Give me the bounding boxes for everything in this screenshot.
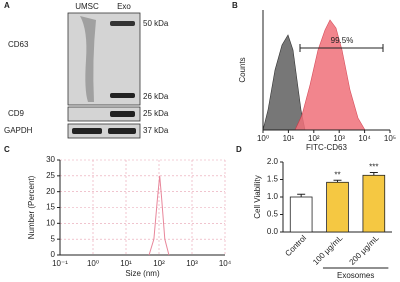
x-tick-label: 10⁻¹ <box>52 259 68 268</box>
bar <box>326 181 349 233</box>
x-tick-label: 10⁰ <box>87 259 99 268</box>
gate-percent: 99.5% <box>331 36 354 45</box>
y-axis-label: Counts <box>238 57 247 82</box>
panel-label: C <box>4 145 10 154</box>
x-tick-label: 10¹ <box>283 134 295 143</box>
y-tick-label: 5 <box>51 234 56 243</box>
x-axis-label: Size (nm) <box>125 269 160 278</box>
western-blot: UMSC Exo CD63 CD9 GAPDH 50 kDa 26 kDa 25… <box>4 2 169 139</box>
marker-label: 25 kDa <box>143 109 169 118</box>
x-tick-label: Control <box>283 233 308 258</box>
x-tick-label: 10⁵ <box>384 134 396 143</box>
error-bar <box>369 172 378 176</box>
lane-label: Exo <box>117 2 131 11</box>
x-tick-label: 10⁴ <box>219 259 232 268</box>
axis <box>282 162 392 233</box>
axis <box>59 160 225 256</box>
blot-membrane <box>67 106 141 122</box>
lane-label: UMSC <box>75 2 99 11</box>
marker-label: 37 kDa <box>143 126 169 135</box>
blot-membrane <box>67 12 141 106</box>
x-tick-label: 10² <box>308 134 320 143</box>
blot-membrane <box>67 123 141 139</box>
protein-label: GAPDH <box>4 126 33 135</box>
significance: *** <box>369 163 378 172</box>
protein-label: CD9 <box>8 109 25 118</box>
y-axis-label: Cell Viability <box>253 175 262 218</box>
y-tick-label: 10 <box>46 218 55 227</box>
group-label: Exosomes <box>337 271 374 280</box>
blot-band <box>110 21 135 26</box>
panel-label: B <box>232 1 238 10</box>
panel-label: A <box>4 1 10 10</box>
x-axis-label: FITC-CD63 <box>306 143 347 152</box>
isotype-histogram <box>262 34 306 131</box>
bar <box>289 196 313 233</box>
y-tick-label: 30 <box>46 155 55 164</box>
x-tick-label: 10¹ <box>120 259 132 268</box>
x-tick-label: 10³ <box>333 134 345 143</box>
significance: ** <box>334 170 340 179</box>
cd63-histogram <box>294 19 366 131</box>
gate-bracket <box>299 44 384 52</box>
panel-label: D <box>236 145 242 154</box>
bar <box>362 174 386 233</box>
protein-label: CD63 <box>8 40 29 49</box>
blot-band <box>108 128 136 134</box>
y-tick-label: 20 <box>46 187 55 196</box>
x-tick-label: 100 μg/mL <box>311 233 345 267</box>
y-tick-label: 25 <box>46 171 55 180</box>
blot-smear <box>80 16 96 102</box>
y-tick-label: 15 <box>46 203 55 212</box>
x-tick-label: 200 μg/mL <box>348 233 382 267</box>
x-tick-label: 10³ <box>186 259 198 268</box>
y-tick-label: 1.5 <box>267 175 279 184</box>
error-bar <box>333 179 342 183</box>
size-curve <box>148 175 170 256</box>
marker-label: 26 kDa <box>143 92 169 101</box>
blot-band <box>110 111 135 117</box>
y-tick-label: 2.0 <box>267 157 279 166</box>
y-tick-label: 0.0 <box>267 227 279 236</box>
x-tick-label: 10⁴ <box>358 134 371 143</box>
y-tick-label: 0.5 <box>267 210 279 219</box>
x-tick-label: 10⁰ <box>257 134 269 143</box>
blot-band <box>110 93 135 98</box>
x-tick-label: 10² <box>153 259 165 268</box>
error-bar <box>297 193 306 197</box>
marker-label: 50 kDa <box>143 19 169 28</box>
blot-band <box>72 128 102 134</box>
y-tick-label: 1.0 <box>267 192 279 201</box>
y-tick-label: 0 <box>51 250 56 259</box>
y-axis-label: Number (Percent) <box>27 175 36 239</box>
